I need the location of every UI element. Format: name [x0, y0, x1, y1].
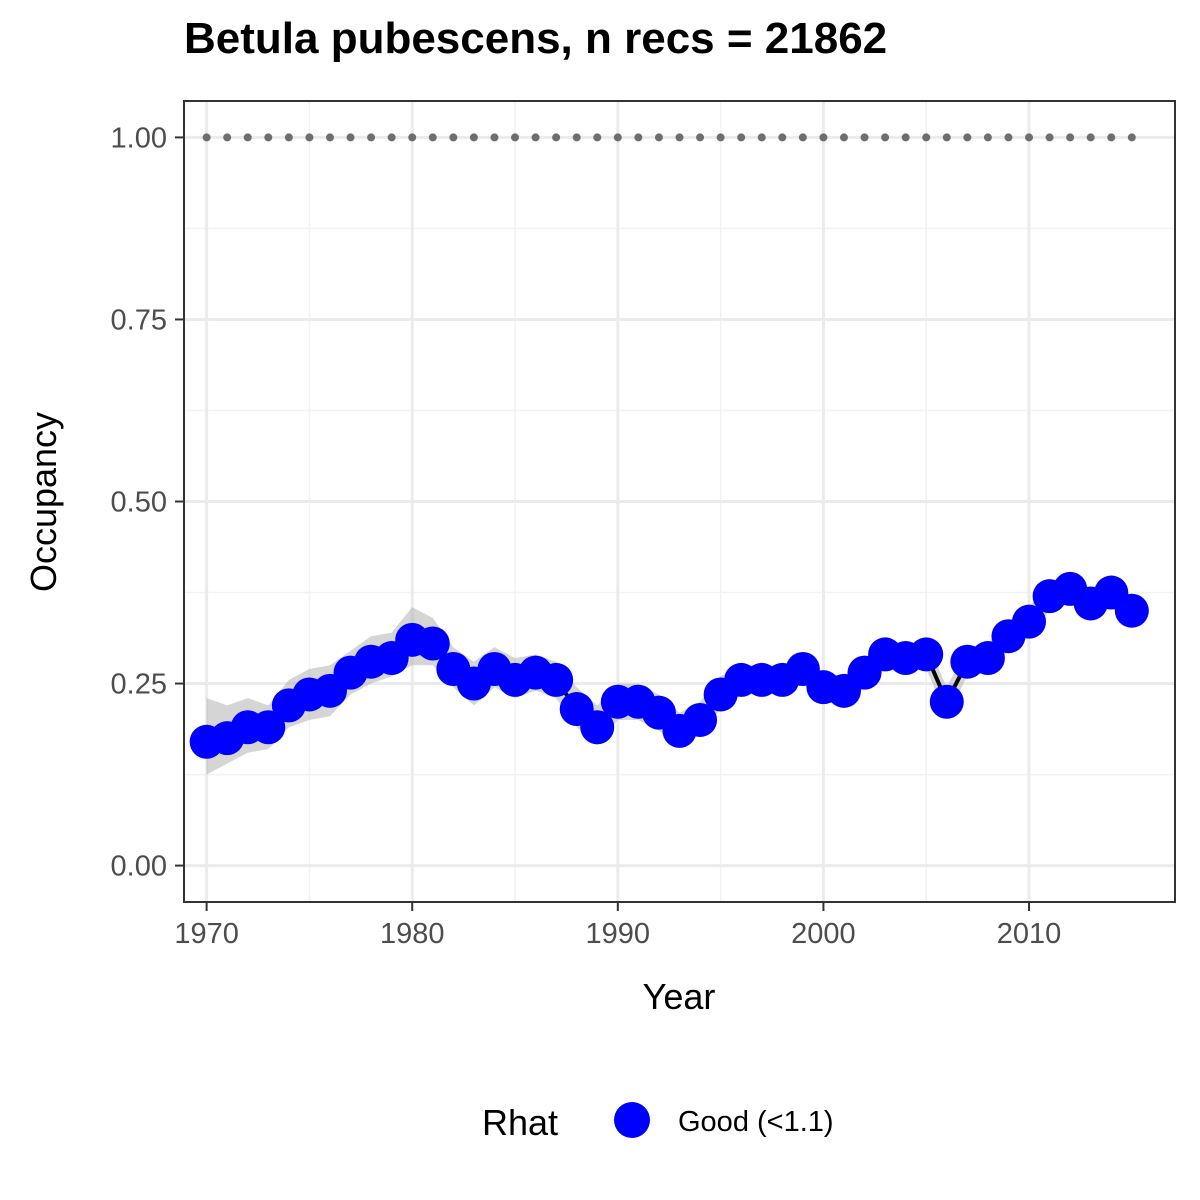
reference-dot: [264, 133, 273, 142]
occupancy-point-1973: [251, 710, 286, 745]
reference-dot: [675, 133, 684, 142]
axes-layer: 1970 1980 1990 2000 2010 0.00 0.25 0.50 0.75 1.00: [111, 122, 1062, 950]
reference-dot: [634, 133, 643, 142]
x-tick-label: 1990: [586, 918, 651, 950]
reference-dot: [243, 133, 252, 142]
reference-dot: [1004, 133, 1013, 142]
reference-dot: [1045, 133, 1054, 142]
occupancy-point-2005: [909, 637, 944, 672]
reference-dot: [654, 133, 663, 142]
reference-dot: [202, 133, 211, 142]
x-tick-label: 1980: [380, 918, 445, 950]
reference-dot: [428, 133, 437, 142]
y-tick-label: 0.25: [111, 669, 167, 701]
occupancy-point-2015: [1114, 593, 1149, 628]
reference-dot: [449, 133, 458, 142]
reference-dot: [1066, 133, 1075, 142]
legend-label-good: Good (<1.1): [678, 1106, 834, 1138]
reference-dot: [819, 133, 828, 142]
reference-dot: [881, 133, 890, 142]
reference-dot: [305, 133, 314, 142]
reference-dot: [1127, 133, 1136, 142]
reference-dot: [613, 133, 622, 142]
reference-dot: [737, 133, 746, 142]
occupancy-point-1981: [415, 626, 450, 661]
reference-dot: [901, 133, 910, 142]
reference-dot: [490, 133, 499, 142]
occupancy-point-2006: [929, 684, 964, 719]
reference-dot: [922, 133, 931, 142]
occupancy-point-2010: [1012, 604, 1047, 639]
x-tick-label: 1970: [174, 918, 239, 950]
reference-dot: [387, 133, 396, 142]
reference-dot: [511, 133, 520, 142]
reference-dot: [942, 133, 951, 142]
legend: Rhat Good (<1.1): [482, 1102, 834, 1143]
y-axis-title: Occupancy: [23, 412, 64, 592]
grid-layer: [184, 101, 1175, 902]
legend-title: Rhat: [482, 1102, 558, 1143]
reference-dot: [325, 133, 334, 142]
reference-dot: [284, 133, 293, 142]
data-points-layer: [189, 571, 1149, 759]
reference-dot: [346, 133, 355, 142]
y-tick-label: 0.50: [111, 487, 167, 519]
x-tick-label: 2000: [791, 918, 856, 950]
occupancy-point-1994: [683, 702, 718, 737]
reference-dot: [983, 133, 992, 142]
reference-dot: [572, 133, 581, 142]
y-tick-label: 0.75: [111, 304, 167, 336]
reference-dot: [593, 133, 602, 142]
occupancy-point-1989: [580, 710, 615, 745]
reference-dot: [531, 133, 540, 142]
y-tick-label: 1.00: [111, 122, 167, 154]
x-axis-title: Year: [643, 976, 716, 1017]
reference-dot: [860, 133, 869, 142]
reference-line-layer: [202, 133, 1136, 142]
reference-dot: [1086, 133, 1095, 142]
reference-dot: [1025, 133, 1034, 142]
reference-dot: [757, 133, 766, 142]
reference-dot: [963, 133, 972, 142]
x-tick-label: 2010: [997, 918, 1062, 950]
y-tick-label: 0.00: [111, 851, 167, 883]
reference-dot: [469, 133, 478, 142]
reference-dot: [716, 133, 725, 142]
reference-dot: [367, 133, 376, 142]
reference-dot: [1107, 133, 1116, 142]
chart-title: Betula pubescens, n recs = 21862: [184, 14, 888, 63]
occupancy-point-1987: [539, 662, 574, 697]
reference-dot: [552, 133, 561, 142]
reference-dot: [778, 133, 787, 142]
reference-dot: [223, 133, 232, 142]
legend-key-good-marker: [614, 1102, 650, 1138]
reference-dot: [798, 133, 807, 142]
reference-dot: [839, 133, 848, 142]
occupancy-point-2008: [970, 641, 1005, 676]
reference-dot: [696, 133, 705, 142]
reference-dot: [408, 133, 417, 142]
